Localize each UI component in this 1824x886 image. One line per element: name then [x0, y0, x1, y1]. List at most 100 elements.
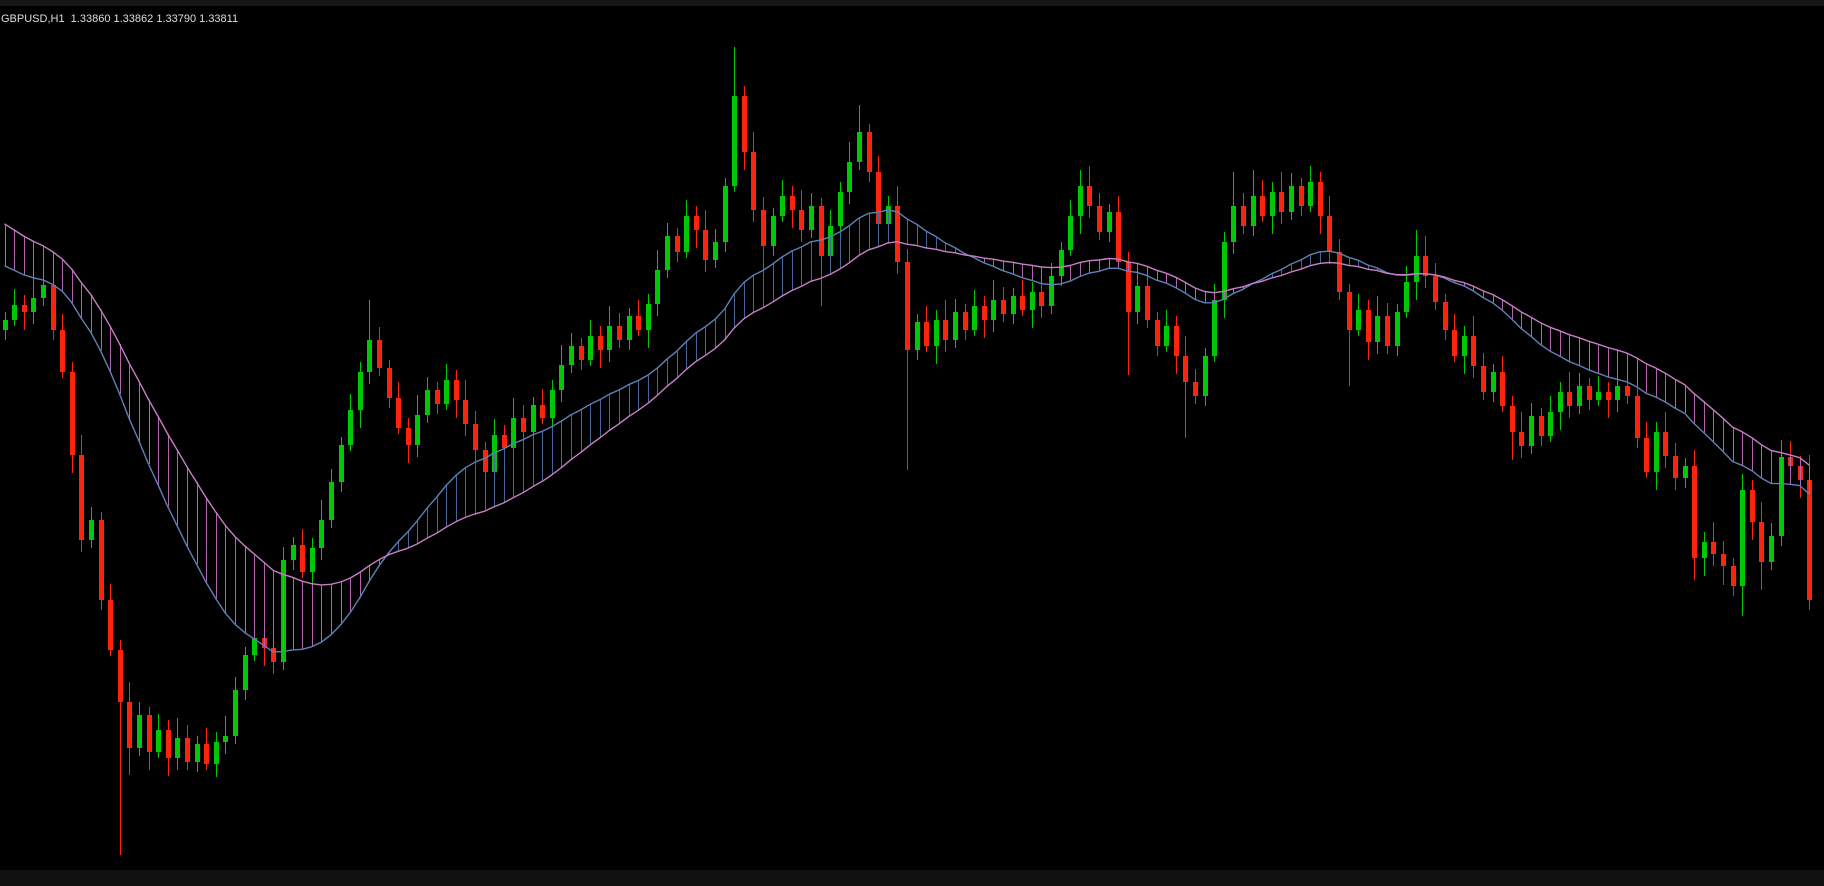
- candle-body-bear: [1318, 182, 1323, 216]
- candle-body-bull: [1107, 212, 1112, 232]
- candle-body-bear: [1097, 206, 1102, 232]
- candle-body-bull: [809, 206, 814, 230]
- candle-body-bull: [972, 306, 977, 330]
- candle-body-bear: [1145, 286, 1150, 320]
- candle-body-bull: [339, 445, 344, 482]
- candle-body-bull: [1078, 186, 1083, 216]
- candle-body-bull: [444, 380, 449, 404]
- candle-body-bear: [435, 390, 440, 404]
- candle-body-bull: [953, 312, 958, 340]
- ma-slow-line: [4, 223, 1810, 586]
- candle-body-bear: [99, 520, 104, 600]
- candle-body-bull: [1740, 490, 1745, 586]
- candle-body-bear: [51, 285, 56, 330]
- candle-body-bear: [1299, 186, 1304, 206]
- candle-body-bull: [1356, 310, 1361, 330]
- candle-body-bear: [1087, 186, 1092, 206]
- candle-body-bull: [12, 305, 17, 320]
- candle-body-bull: [1030, 292, 1035, 310]
- candle-body-bull: [646, 304, 651, 330]
- candle-body-bear: [1721, 554, 1726, 566]
- candle-body-bear: [1711, 542, 1716, 554]
- candle-body-bear: [1750, 490, 1755, 522]
- candle-body-bull: [425, 390, 430, 415]
- candle-body-bear: [598, 336, 603, 350]
- candle-body-bear: [1241, 206, 1246, 226]
- candle-body-bear: [742, 96, 747, 152]
- candle-body-bull: [569, 346, 574, 365]
- candle-body-bull: [1683, 466, 1688, 478]
- candle-body-bull: [838, 192, 843, 226]
- candle-body-bull: [857, 132, 862, 162]
- candle-body-bear: [1731, 566, 1736, 586]
- candle-body-bull: [732, 96, 737, 186]
- candle-body-bear: [761, 210, 766, 246]
- candle-body-bear: [1606, 392, 1611, 400]
- candle-body-bear: [1481, 366, 1486, 392]
- candle-body-bear: [617, 326, 622, 340]
- candle-body-bear: [70, 372, 75, 455]
- candle-body-bull: [223, 736, 228, 742]
- candle-body-bear: [1327, 216, 1332, 252]
- candle-body-bull: [588, 336, 593, 360]
- candle-body-bear: [540, 405, 545, 418]
- candle-body-bull: [847, 162, 852, 192]
- candle-body-bull: [252, 638, 257, 655]
- candle-body-bull: [415, 415, 420, 445]
- candle-body-bull: [1289, 186, 1294, 212]
- candle-body-bear: [1433, 276, 1438, 302]
- candle-body-bull: [1222, 242, 1227, 300]
- candle-body-bull: [723, 186, 728, 242]
- candle-body-bull: [780, 196, 785, 216]
- candle-body-bear: [108, 600, 113, 650]
- candle-body-bull: [1558, 392, 1563, 412]
- candle-body-bear: [963, 312, 968, 330]
- candle-body-bull: [1270, 192, 1275, 216]
- candle-body-bear: [905, 262, 910, 350]
- horizontal-scrollbar[interactable]: [0, 870, 1824, 886]
- candle-body-bull: [243, 655, 248, 690]
- candle-body-bull: [156, 730, 161, 752]
- candle-body-bear: [118, 650, 123, 702]
- candle-body-bear: [867, 132, 872, 172]
- candle-body-bear: [377, 340, 382, 368]
- candle-body-bull: [233, 690, 238, 736]
- window-top-border: [0, 0, 1824, 6]
- candle-body-bear: [396, 398, 401, 428]
- candle-body-bear: [1116, 212, 1121, 262]
- candle-body-bear: [521, 418, 526, 432]
- candle-body-bear: [473, 424, 478, 450]
- candle-body-bull: [1615, 386, 1620, 400]
- candle-body-bear: [694, 216, 699, 230]
- candle-body-bear: [1183, 356, 1188, 382]
- candle-body-bull: [89, 520, 94, 540]
- candle-body-bull: [665, 236, 670, 270]
- candle-body-bull: [550, 390, 555, 418]
- candle-body-bull: [1251, 196, 1256, 226]
- candle-body-bear: [1366, 310, 1371, 342]
- candle-body-bear: [185, 738, 190, 762]
- candle-body-bull: [310, 548, 315, 572]
- candle-body-bull: [329, 482, 334, 520]
- candle-body-bear: [387, 368, 392, 398]
- candle-body-bear: [1443, 302, 1448, 330]
- candle-body-bull: [175, 738, 180, 758]
- candle-body-bull: [1654, 432, 1659, 472]
- candle-body-bear: [147, 715, 152, 752]
- candle-body-bear: [924, 322, 929, 346]
- candle-body-bull: [991, 300, 996, 320]
- candle-body-bear: [1347, 292, 1352, 330]
- candle-body-bear: [463, 400, 468, 424]
- candle-body-bear: [22, 305, 27, 312]
- candle-body-bear: [1519, 432, 1524, 446]
- candle-body-bull: [1462, 336, 1467, 356]
- candle-body-bull: [195, 744, 200, 762]
- candle-body-bear: [502, 435, 507, 448]
- candle-body-bear: [79, 455, 84, 540]
- candle-body-bull: [1011, 296, 1016, 314]
- candle-body-bear: [579, 346, 584, 360]
- candle-body-bull: [771, 216, 776, 246]
- candle-body-bear: [127, 702, 132, 748]
- candle-body-bear: [1020, 296, 1025, 310]
